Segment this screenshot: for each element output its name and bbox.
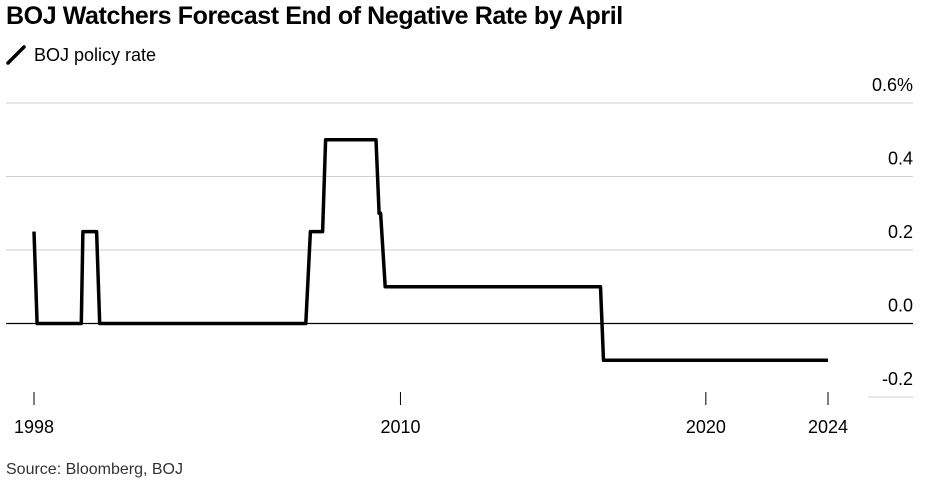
y-tick-label: 0.2 (888, 222, 913, 242)
y-tick-label: 0.6% (872, 75, 913, 95)
source-note: Source: Bloomberg, BOJ (6, 461, 183, 478)
x-tick-label: 2020 (686, 417, 726, 437)
series-layer (32, 138, 828, 363)
x-axis: 1998 2010 2020 2024 (14, 392, 848, 437)
legend-label: BOJ policy rate (34, 44, 157, 65)
chart-title: BOJ Watchers Forecast End of Negative Ra… (6, 2, 623, 30)
y-tick-label: 0.4 (888, 149, 913, 169)
legend: BOJ policy rate (6, 44, 156, 66)
y-tick-label: -0.2 (882, 369, 913, 389)
x-tick-label: 2024 (808, 417, 848, 437)
line-chart: 1998 2010 2020 2024 0.6% 0.4 0.2 0.0 -0.2 (6, 75, 913, 437)
gridlines (6, 102, 913, 398)
series-line-boj-policy-rate (32, 138, 828, 363)
y-tick-label: 0.0 (888, 296, 913, 316)
x-tick-label: 1998 (14, 417, 54, 437)
y-axis-labels: 0.6% 0.4 0.2 0.0 -0.2 (872, 75, 913, 389)
legend-line-icon (6, 45, 26, 65)
x-tick-label: 2010 (380, 417, 420, 437)
